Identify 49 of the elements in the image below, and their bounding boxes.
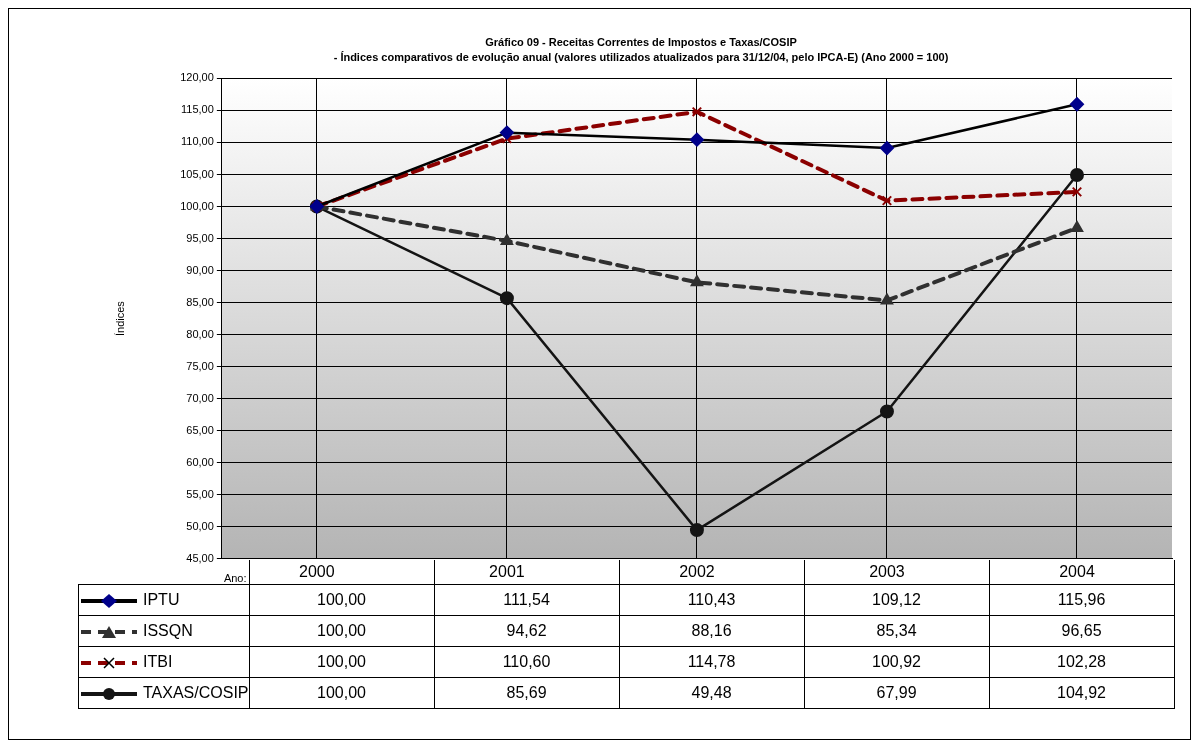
x-tick-label: 2003 bbox=[869, 562, 905, 580]
y-tick-label: 55,00 bbox=[186, 487, 214, 500]
y-tick-label: 80,00 bbox=[186, 327, 214, 340]
x-tick-label: 2004 bbox=[1059, 562, 1095, 580]
y-tick-label: 115,00 bbox=[181, 103, 214, 116]
data-label: 102,28 bbox=[989, 646, 1175, 678]
y-tick-label: 65,00 bbox=[186, 423, 214, 436]
legend-label: TAXAS/COSIP bbox=[143, 684, 249, 701]
chart-title: Gráfico 09 - Receitas Correntes de Impostos e Taxas/COSIP bbox=[485, 35, 797, 48]
y-tick-label: 70,00 bbox=[186, 391, 214, 404]
data-label: 85,34 bbox=[804, 615, 990, 647]
data-label: 100,00 bbox=[249, 584, 435, 616]
data-label: 100,00 bbox=[249, 615, 435, 647]
y-axis-title: Índices bbox=[113, 300, 126, 337]
y-tick-label: 95,00 bbox=[186, 231, 214, 244]
data-label: 49,48 bbox=[619, 677, 805, 709]
data-label: 94,62 bbox=[434, 615, 620, 647]
data-label: 88,16 bbox=[619, 615, 805, 647]
y-tick-label: 110,00 bbox=[181, 135, 214, 148]
y-tick-label: 50,00 bbox=[186, 519, 214, 532]
data-label: 111,54 bbox=[434, 584, 620, 616]
x-axis-title: Ano: bbox=[223, 572, 247, 584]
legend-label: ITBI bbox=[143, 653, 173, 670]
data-label: 104,92 bbox=[989, 677, 1175, 709]
y-tick-label: 60,00 bbox=[186, 455, 214, 468]
y-tick-label: 75,00 bbox=[186, 359, 214, 372]
data-label: 115,96 bbox=[989, 584, 1175, 616]
data-label: 85,69 bbox=[434, 677, 620, 709]
legend-label: ISSQN bbox=[143, 622, 193, 639]
data-label: 96,65 bbox=[989, 615, 1175, 647]
data-label: 110,60 bbox=[434, 646, 620, 678]
x-tick-label: 2000 bbox=[299, 562, 335, 580]
y-tick-label: 45,00 bbox=[186, 551, 214, 564]
y-tick-label: 85,00 bbox=[186, 295, 214, 308]
data-label: 110,43 bbox=[619, 584, 805, 616]
x-tick-label: 2001 bbox=[489, 562, 525, 580]
chart-subtitle: - Índices comparativos de evolução anual (valores utilizados atualizados para 31/12/04, pelo IPCA-E) (Ano 2000 = 100) bbox=[333, 50, 949, 63]
y-tick-label: 120,00 bbox=[180, 71, 214, 84]
y-tick-label: 90,00 bbox=[186, 263, 214, 276]
data-label: 67,99 bbox=[804, 677, 990, 709]
y-tick-label: 100,00 bbox=[180, 199, 214, 212]
data-label: 114,78 bbox=[619, 646, 805, 678]
legend-label: IPTU bbox=[143, 591, 180, 608]
data-label: 100,92 bbox=[804, 646, 990, 678]
data-label: 100,00 bbox=[249, 677, 435, 709]
data-label: 109,12 bbox=[804, 584, 990, 616]
data-label: 100,00 bbox=[249, 646, 435, 678]
y-tick-label: 105,00 bbox=[180, 167, 214, 180]
x-tick-label: 2002 bbox=[679, 562, 715, 580]
